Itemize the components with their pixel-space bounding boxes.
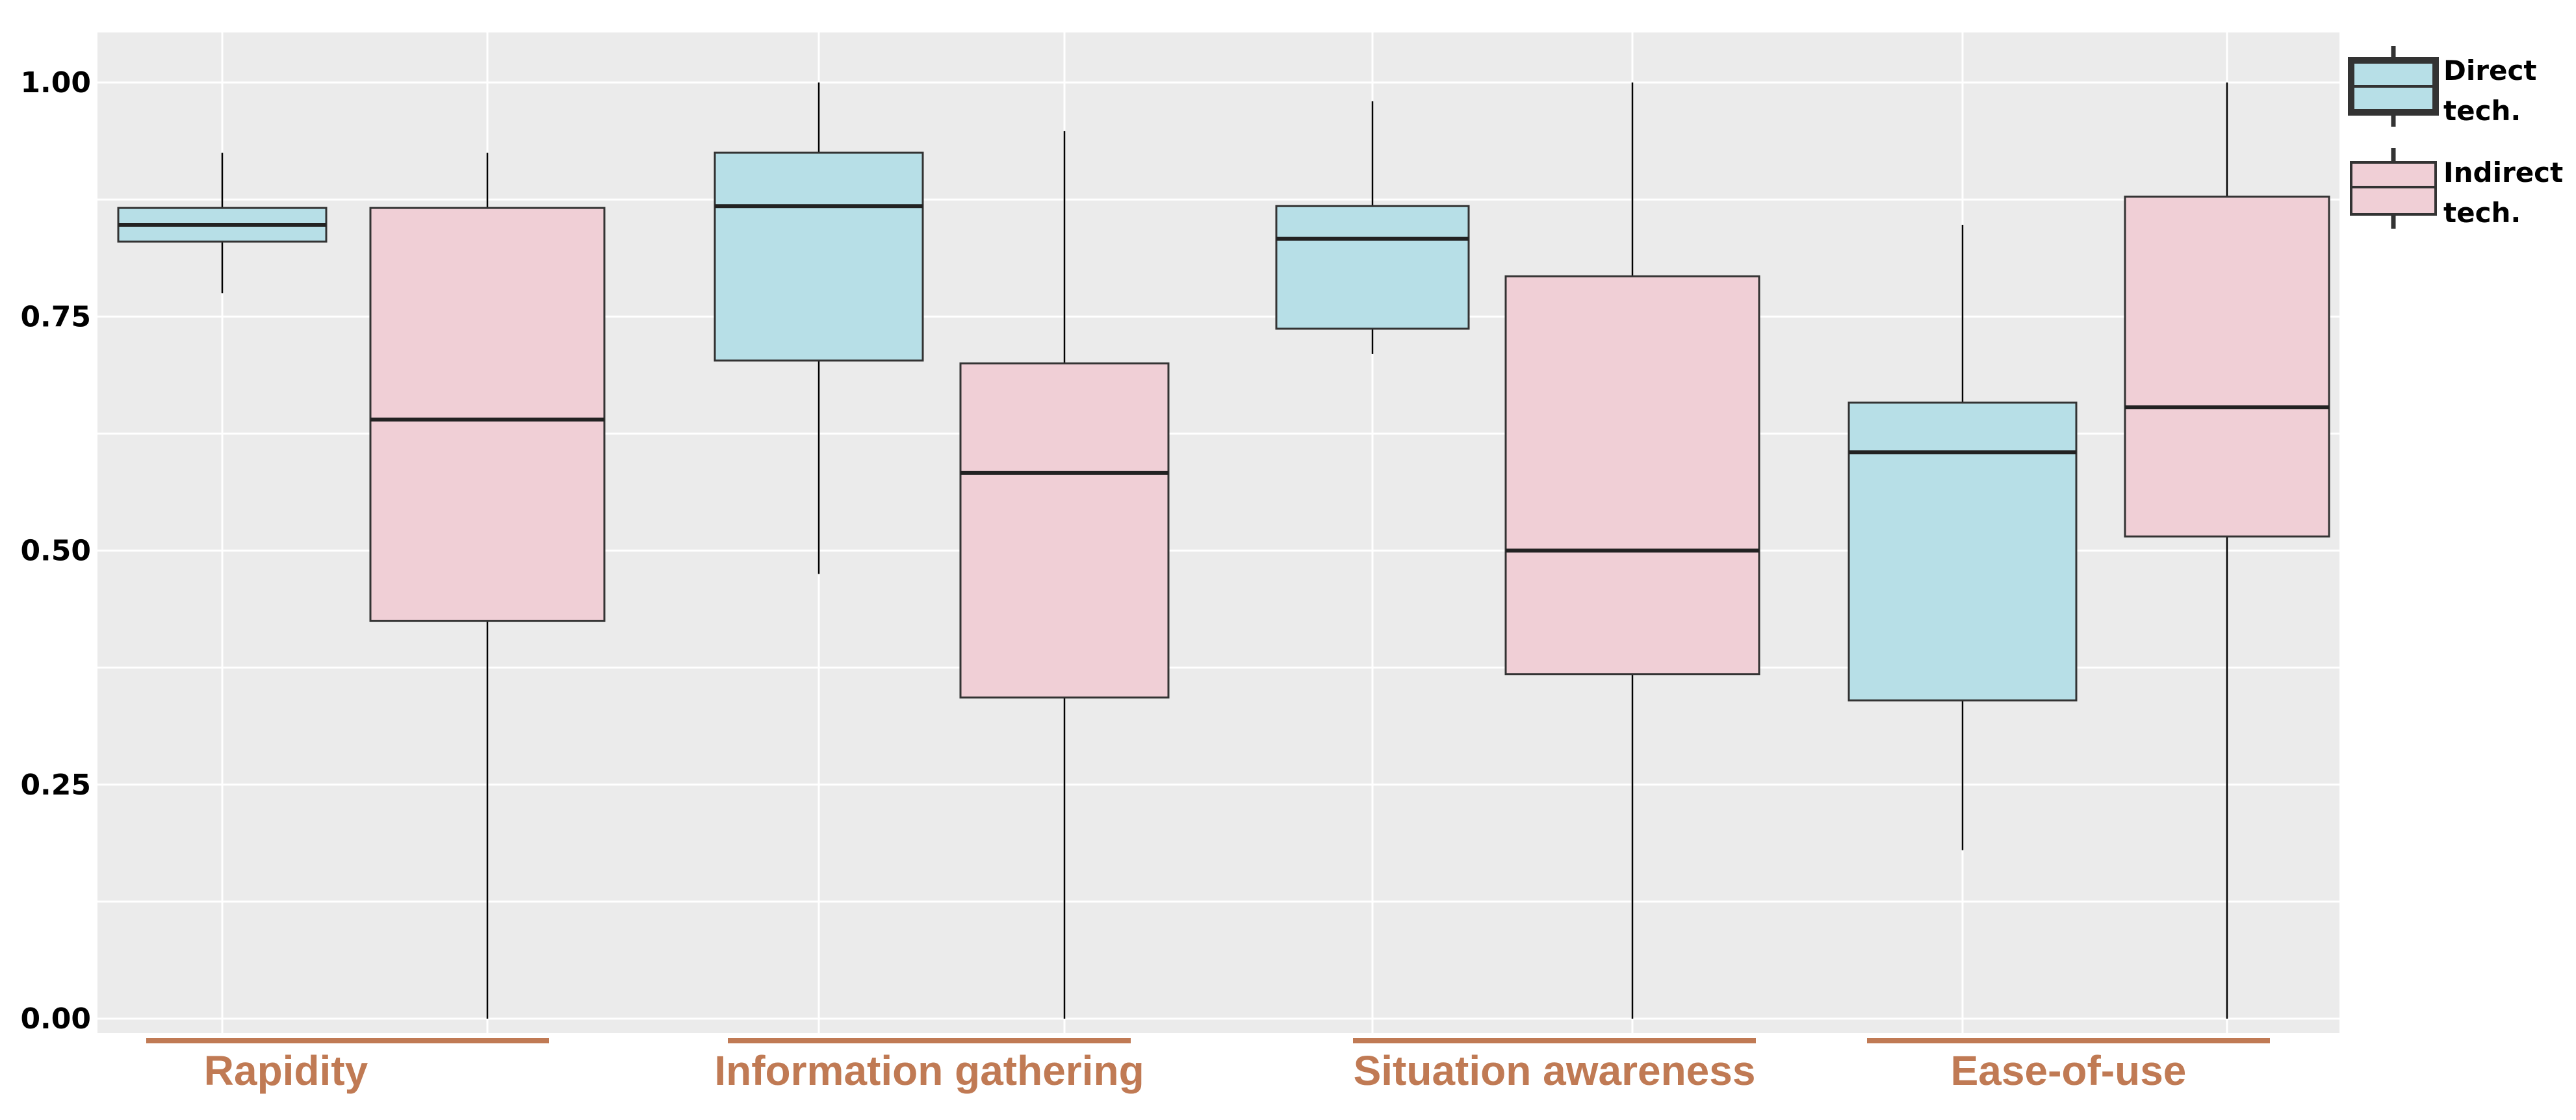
- box-indirect-0: [369, 153, 606, 1019]
- legend-item-direct: Direct tech.: [2348, 46, 2536, 127]
- category-label: Situation awareness: [1354, 1047, 1756, 1094]
- box-iqr: [1848, 401, 2078, 702]
- box-iqr: [714, 151, 924, 362]
- legend: Direct tech. Indirect tech.: [2348, 46, 2563, 229]
- box-indirect-3: [2124, 83, 2330, 1019]
- box-direct-0: [117, 153, 328, 294]
- box-direct-3: [1848, 225, 2078, 850]
- y-tick-label: 0.00: [20, 1002, 91, 1036]
- y-tick-label: 1.00: [20, 66, 91, 99]
- box-direct-1: [714, 83, 924, 574]
- y-tick-label: 0.25: [20, 769, 91, 802]
- boxes: [117, 83, 2330, 1019]
- box-iqr: [1275, 205, 1470, 330]
- category-label: Information gathering: [714, 1047, 1144, 1094]
- box-iqr: [2124, 196, 2330, 538]
- category-label: Rapidity: [204, 1047, 368, 1094]
- box-indirect-2: [1504, 83, 1760, 1019]
- box-iqr: [959, 362, 1170, 699]
- box-iqr: [369, 207, 606, 622]
- box-iqr: [1504, 275, 1760, 676]
- box-direct-2: [1275, 101, 1470, 354]
- box-indirect-1: [959, 131, 1170, 1019]
- legend-item-indirect: Indirect tech.: [2350, 148, 2563, 229]
- y-axis: 0.00 0.25 0.50 0.75 1.00: [20, 66, 91, 1036]
- y-tick-label: 0.50: [20, 535, 91, 568]
- legend-label: tech.: [2443, 95, 2521, 127]
- legend-label: tech.: [2443, 197, 2521, 229]
- category-label: Ease-of-use: [1951, 1047, 2187, 1094]
- legend-label: Direct: [2443, 55, 2536, 86]
- y-tick-label: 0.75: [20, 300, 91, 333]
- legend-label: Indirect: [2443, 157, 2563, 188]
- category-labels: Rapidity Information gathering Situation a…: [146, 1038, 2270, 1094]
